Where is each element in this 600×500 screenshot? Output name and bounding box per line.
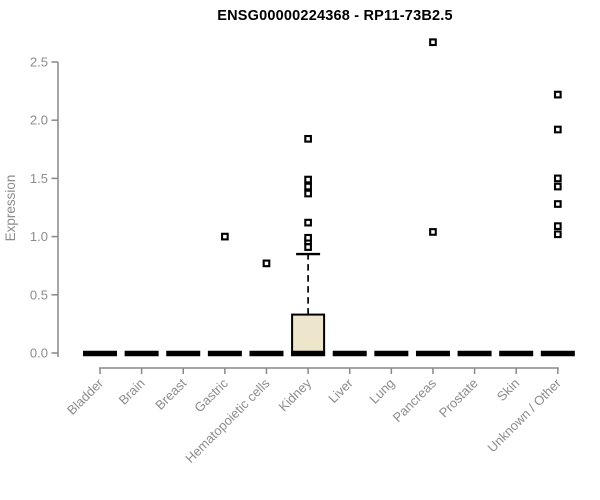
median-bar <box>457 350 492 357</box>
median-bar <box>415 350 450 357</box>
median-bar <box>332 350 367 357</box>
x-tick-label: Prostate <box>436 376 481 421</box>
x-tick-label: Liver <box>325 375 356 406</box>
outlier-point <box>553 125 562 134</box>
y-tick-label: 1.5 <box>30 171 48 186</box>
median-bar <box>83 350 117 357</box>
outlier-point <box>304 182 312 191</box>
outlier-point <box>304 189 312 198</box>
box <box>291 313 326 356</box>
outlier-point <box>553 174 562 183</box>
outlier-point <box>553 222 562 230</box>
y-tick-label: 2.5 <box>30 55 48 70</box>
outlier-point <box>304 175 312 184</box>
outlier-point <box>429 228 437 236</box>
median-bar <box>124 350 159 357</box>
x-tick-label: Breast <box>152 375 189 412</box>
median-bar <box>249 350 284 357</box>
median-bar <box>540 350 575 357</box>
x-tick-label: Kidney <box>276 375 315 414</box>
median-bar <box>374 350 409 357</box>
outlier-point <box>553 182 562 191</box>
outlier-point <box>304 233 312 242</box>
outlier-point <box>221 232 229 241</box>
outlier-point <box>262 259 271 268</box>
outlier-point <box>304 243 312 251</box>
y-tick-label: 1.0 <box>30 229 48 244</box>
x-tick-label: Lung <box>366 376 397 407</box>
x-tick-label: Skin <box>494 376 522 404</box>
median-bar <box>499 350 534 357</box>
median-bar <box>291 350 326 357</box>
outlier-point <box>429 38 437 47</box>
x-tick-label: Pancreas <box>390 375 440 425</box>
outlier-point <box>553 230 562 239</box>
y-axis-title: Expression <box>3 175 18 242</box>
median-bar <box>207 350 242 357</box>
median-bar <box>166 350 201 357</box>
chart-title: ENSG00000224368 - RP11-73B2.5 <box>217 8 453 24</box>
outlier-point <box>553 90 562 99</box>
x-tick-label: Unknown / Other <box>484 375 564 455</box>
outlier-point <box>304 218 312 227</box>
x-tick-label: Bladder <box>64 375 107 418</box>
outlier-point <box>553 200 562 208</box>
outlier-point <box>304 134 312 143</box>
y-tick-label: 0.0 <box>30 346 48 361</box>
x-tick-label: Gastric <box>191 375 231 415</box>
y-tick-label: 0.5 <box>30 287 48 302</box>
y-tick-label: 2.0 <box>30 113 48 128</box>
x-tick-label: Brain <box>116 376 148 408</box>
